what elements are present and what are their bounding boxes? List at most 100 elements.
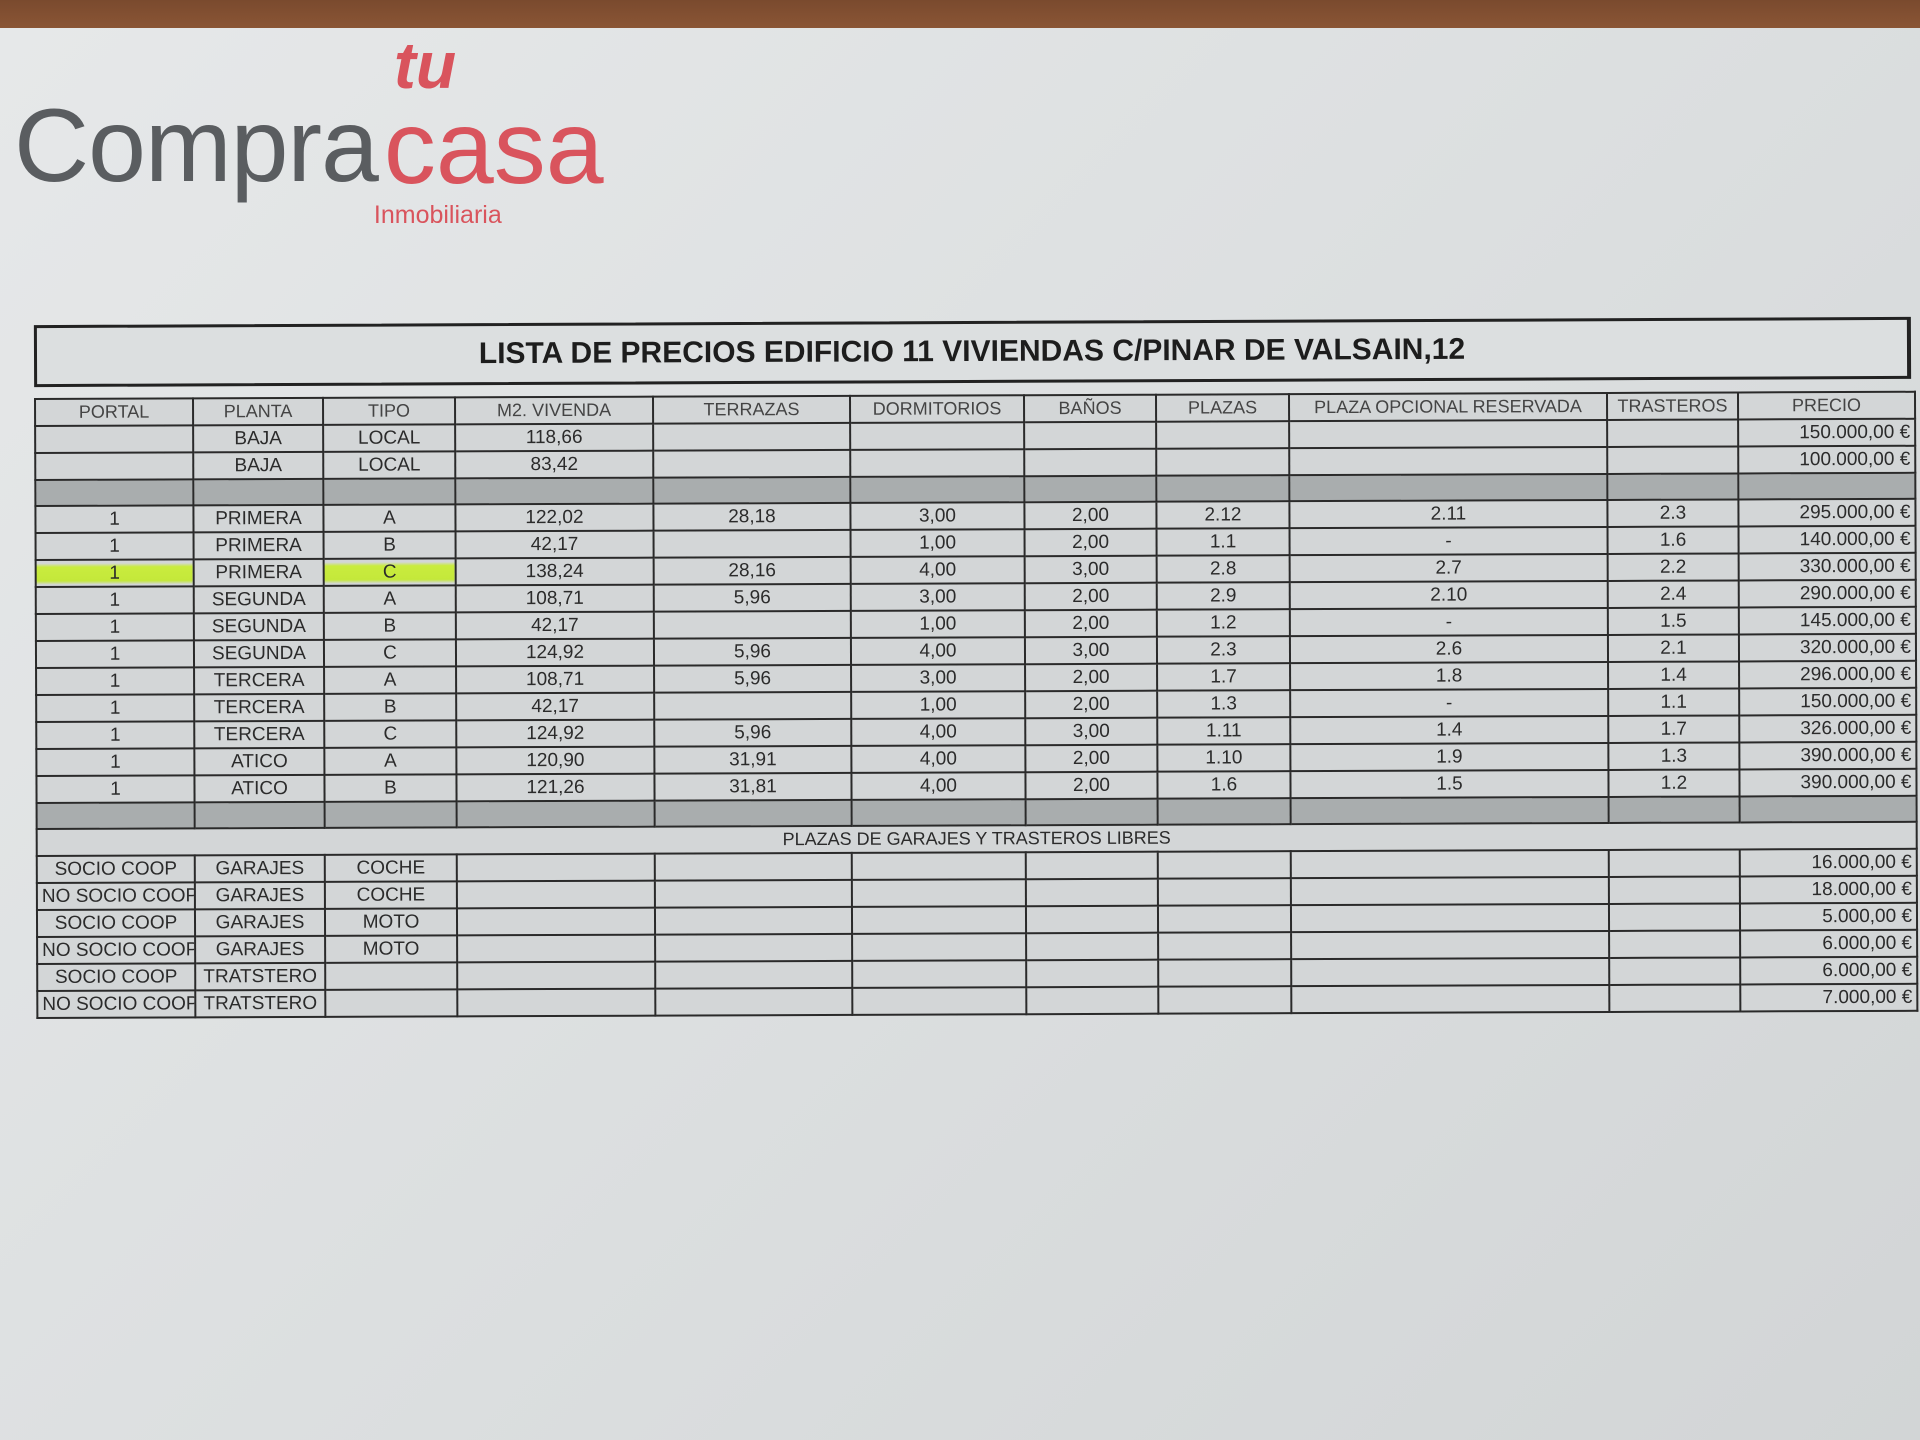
cell: 1,00 xyxy=(850,610,1025,638)
cell: 2.3 xyxy=(1156,636,1291,664)
cell: 1 xyxy=(36,721,195,749)
cell xyxy=(852,987,1027,1015)
cell: SOCIO COOP xyxy=(37,963,196,991)
cell: 1.1 xyxy=(1608,688,1740,716)
cell: DORMITORIOS xyxy=(849,395,1025,423)
cell: 1 xyxy=(35,640,195,668)
cell xyxy=(653,422,851,451)
cell xyxy=(1157,878,1291,906)
cell: 42,17 xyxy=(455,530,654,559)
cell: B xyxy=(323,612,456,640)
cell: 1.10 xyxy=(1157,744,1291,772)
cell: TRATSTERO xyxy=(195,962,326,991)
cell xyxy=(1608,903,1741,931)
cell: 1.1 xyxy=(1156,528,1290,556)
cell: 1.6 xyxy=(1157,771,1291,799)
cell: C xyxy=(323,639,457,667)
logo-compra: Compra xyxy=(14,88,379,204)
cell: 1,00 xyxy=(850,529,1025,557)
cell xyxy=(193,478,324,506)
cell: 120,90 xyxy=(456,746,655,775)
cell: GARAJES xyxy=(194,854,325,883)
cell xyxy=(1025,851,1158,880)
cell: TERCERA xyxy=(194,693,325,722)
cell: SEGUNDA xyxy=(193,612,324,641)
cell: A xyxy=(323,504,456,532)
cell: 108,71 xyxy=(455,584,654,613)
cell: BAJA xyxy=(193,424,324,453)
cell: GARAJES xyxy=(194,908,326,937)
cell xyxy=(36,802,195,829)
cell: NO SOCIO COOP xyxy=(36,882,195,910)
cell: 3,00 xyxy=(851,664,1026,692)
cell xyxy=(851,799,1026,826)
cell: 5,96 xyxy=(654,664,852,693)
cell: 31,81 xyxy=(654,772,852,801)
cell xyxy=(1026,986,1159,1015)
cell: 2.10 xyxy=(1289,580,1608,610)
cell: 138,24 xyxy=(455,557,654,586)
cell xyxy=(850,449,1025,477)
cell: 5,96 xyxy=(654,718,852,747)
cell xyxy=(1024,421,1157,450)
cell xyxy=(456,907,656,936)
cell: 390.000,00 € xyxy=(1739,741,1917,770)
cell: A xyxy=(324,747,457,775)
cell: 1 xyxy=(35,613,194,641)
cell: 4,00 xyxy=(851,745,1026,773)
cell: 1 xyxy=(35,586,194,614)
cell: PLANTA xyxy=(193,397,324,426)
cell: - xyxy=(1290,688,1609,718)
cell xyxy=(1608,876,1740,904)
cell: LOCAL xyxy=(323,424,456,452)
cell: C xyxy=(324,720,457,748)
logo-right-block: tu casa Inmobiliaria xyxy=(374,32,604,230)
cell xyxy=(1157,798,1291,825)
cell xyxy=(1024,475,1157,503)
cell: NO SOCIO COOP xyxy=(37,990,196,1018)
cell xyxy=(655,933,853,962)
cell: 124,92 xyxy=(455,638,655,667)
cell xyxy=(1738,472,1916,500)
cell xyxy=(1289,473,1608,502)
logo-casa: casa xyxy=(383,90,604,206)
cell xyxy=(1739,795,1917,823)
cell xyxy=(457,988,656,1017)
cell xyxy=(1289,419,1608,449)
cell: 296.000,00 € xyxy=(1739,660,1917,689)
cell: 5,96 xyxy=(653,583,851,612)
cell xyxy=(1025,798,1158,826)
cell: 42,17 xyxy=(455,611,654,640)
cell xyxy=(1608,849,1740,877)
cell: TERCERA xyxy=(194,720,325,749)
cell: 1.7 xyxy=(1157,663,1291,691)
cell: 28,18 xyxy=(653,502,851,531)
cell xyxy=(1291,957,1610,987)
cell: 1.7 xyxy=(1608,715,1740,743)
cell: TIPO xyxy=(323,397,456,425)
cell: 2,00 xyxy=(1024,582,1157,611)
price-list-title: LISTA DE PRECIOS EDIFICIO 11 VIVIENDAS C… xyxy=(478,332,1466,371)
cell xyxy=(851,852,1026,880)
cell: 2.1 xyxy=(1607,634,1740,662)
cell xyxy=(1289,446,1608,476)
cell xyxy=(1026,932,1159,961)
cell: 1 xyxy=(35,505,194,533)
cell xyxy=(852,933,1027,961)
cell: GARAJES xyxy=(195,935,326,964)
cell: 118,66 xyxy=(455,423,654,452)
cell: SOCIO COOP xyxy=(36,855,195,883)
cell: 108,71 xyxy=(456,665,655,694)
cell: 330.000,00 € xyxy=(1738,552,1916,581)
price-table: PORTAL PLANTA TIPO M2. VIVENDA TERRAZAS DORMI… xyxy=(34,391,1918,1019)
cell: 7.000,00 € xyxy=(1740,983,1918,1012)
cell xyxy=(1290,876,1609,906)
cell: 2.6 xyxy=(1289,634,1609,664)
cell: 16.000,00 € xyxy=(1739,848,1917,877)
cell xyxy=(653,529,851,558)
cell xyxy=(1609,957,1741,985)
cell: 83,42 xyxy=(455,450,654,479)
cell xyxy=(851,879,1026,907)
cell xyxy=(850,476,1025,503)
cell: TRATSTERO xyxy=(195,989,326,1018)
